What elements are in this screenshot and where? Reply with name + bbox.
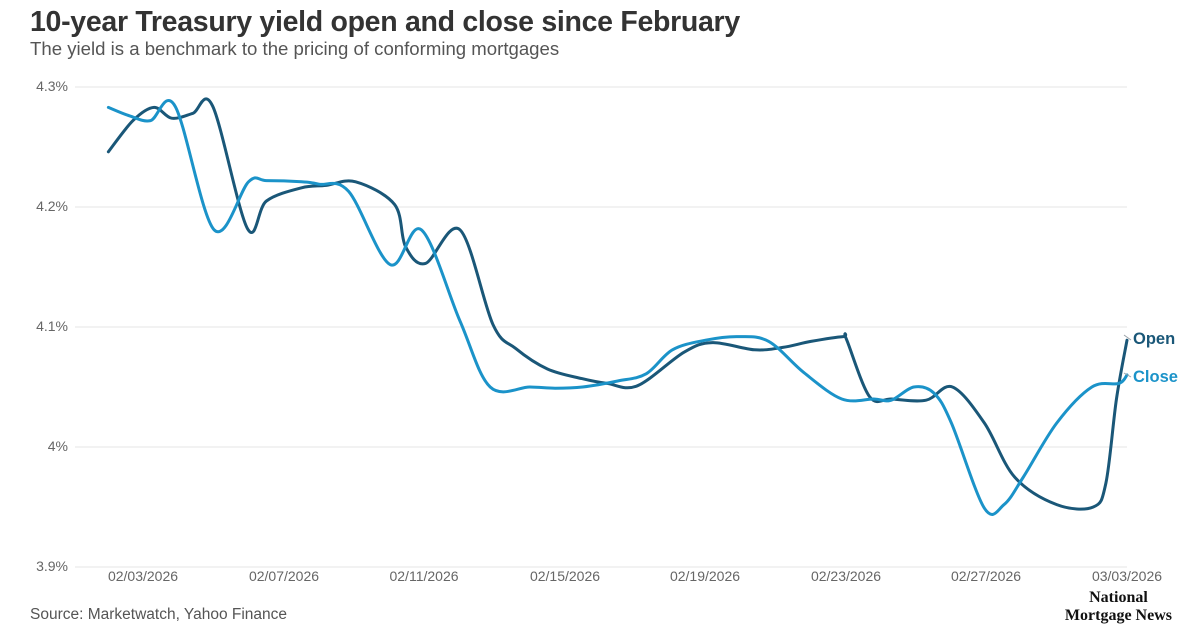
svg-text:02/07/2026: 02/07/2026 (249, 568, 319, 584)
svg-text:4%: 4% (48, 438, 68, 454)
svg-text:3.9%: 3.9% (36, 558, 68, 574)
svg-text:4.2%: 4.2% (36, 198, 68, 214)
svg-text:02/19/2026: 02/19/2026 (670, 568, 740, 584)
svg-text:4.3%: 4.3% (36, 78, 68, 94)
svg-text:02/15/2026: 02/15/2026 (530, 568, 600, 584)
svg-text:02/27/2026: 02/27/2026 (951, 568, 1021, 584)
svg-text:Close: Close (1133, 368, 1178, 386)
svg-text:03/03/2026: 03/03/2026 (1092, 568, 1162, 584)
svg-text:4.1%: 4.1% (36, 318, 68, 334)
svg-text:02/03/2026: 02/03/2026 (108, 568, 178, 584)
svg-text:Open: Open (1133, 330, 1175, 348)
svg-text:02/11/2026: 02/11/2026 (389, 568, 458, 584)
svg-text:02/23/2026: 02/23/2026 (811, 568, 881, 584)
